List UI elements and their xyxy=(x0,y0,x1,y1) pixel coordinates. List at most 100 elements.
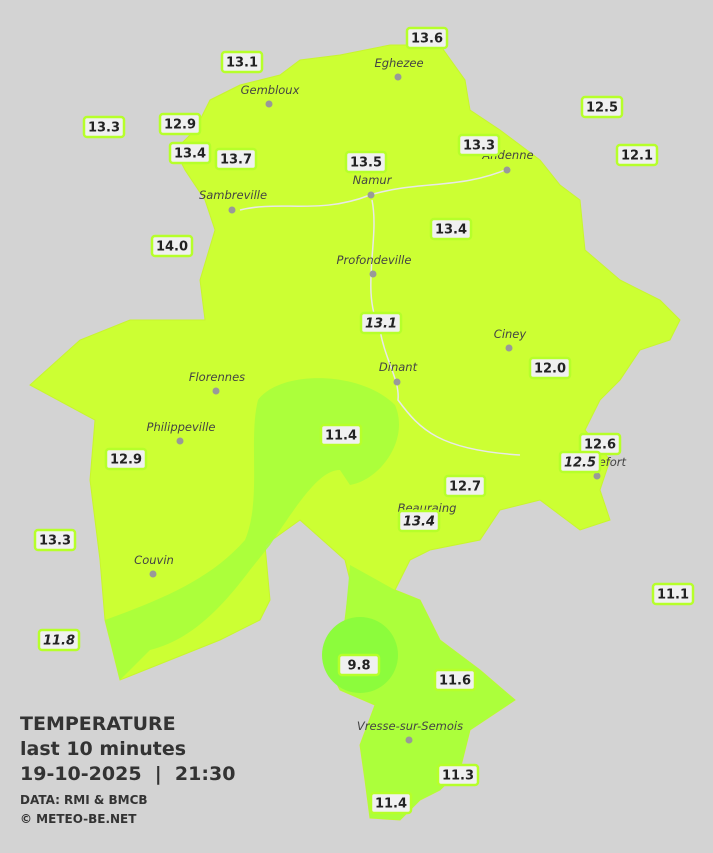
city-label: Eghezee xyxy=(374,56,423,70)
station-badge: 11.4 xyxy=(369,791,413,815)
city-dot xyxy=(394,73,402,81)
badge-box xyxy=(433,668,477,692)
legend-title: TEMPERATURE xyxy=(20,713,176,735)
city-dot xyxy=(393,378,401,386)
badge-box xyxy=(369,791,413,815)
city-label: Philippeville xyxy=(147,420,216,434)
station-reading: 13.3 xyxy=(88,121,120,136)
station-badge: 12.6 xyxy=(578,432,622,456)
city-label: Sambreville xyxy=(199,188,267,202)
badge-box xyxy=(457,133,501,157)
city-label: Ciney xyxy=(494,327,527,341)
station-badge: 11.8 xyxy=(37,628,81,652)
city-dot xyxy=(405,736,413,744)
badge-box xyxy=(158,112,202,136)
station-badge: 12.0 xyxy=(528,356,572,380)
station-reading: 11.3 xyxy=(442,769,474,784)
badge-box xyxy=(405,26,449,50)
station-badge: 13.3 xyxy=(82,115,126,139)
station-reading: 11.1 xyxy=(657,588,689,603)
zone-cool xyxy=(105,378,515,820)
badge-box xyxy=(397,509,441,533)
station-reading: 13.7 xyxy=(220,153,252,168)
station-reading: 12.5 xyxy=(586,101,618,116)
station-badge: 12.9 xyxy=(158,112,202,136)
station-badge: 13.7 xyxy=(214,147,258,171)
badge-box xyxy=(220,50,264,74)
city-label: Dinant xyxy=(379,360,418,374)
station-reading: 13.5 xyxy=(350,156,382,171)
badge-box xyxy=(344,150,388,174)
station-badge: 12.9 xyxy=(104,447,148,471)
station-badge: 9.8 xyxy=(337,653,381,677)
station-badge: 13.6 xyxy=(405,26,449,50)
city-label: Profondeville xyxy=(337,253,412,267)
station-badge: 13.4 xyxy=(397,509,441,533)
city-dot xyxy=(593,472,601,480)
station-reading: 13.3 xyxy=(463,139,495,154)
legend-subtitle: last 10 minutes xyxy=(20,738,186,760)
station-badge: 11.3 xyxy=(436,763,480,787)
badge-box xyxy=(168,141,212,165)
station-reading: 13.4 xyxy=(403,515,435,530)
station-reading: 11.6 xyxy=(439,674,471,689)
station-reading: 13.3 xyxy=(39,534,71,549)
city-dot xyxy=(369,270,377,278)
badge-box xyxy=(436,763,480,787)
station-reading: 13.1 xyxy=(365,317,397,332)
legend-copyright: © METEO-BE.NET xyxy=(20,812,137,826)
city-dot xyxy=(176,437,184,445)
station-reading: 12.7 xyxy=(449,480,481,495)
station-reading: 13.4 xyxy=(174,147,206,162)
station-reading: 14.0 xyxy=(156,240,188,255)
city-dot xyxy=(503,166,511,174)
station-reading: 11.4 xyxy=(375,797,407,812)
station-reading: 11.4 xyxy=(325,429,357,444)
city-label: Gembloux xyxy=(241,83,300,97)
legend-source: DATA: RMI & BMCB xyxy=(20,793,148,807)
city-dot xyxy=(212,387,220,395)
city-label: Vresse-sur-Semois xyxy=(357,719,463,733)
station-badge: 12.7 xyxy=(443,474,487,498)
badge-box xyxy=(337,653,381,677)
station-badge: 13.4 xyxy=(429,217,473,241)
station-badge: 12.1 xyxy=(615,143,659,167)
station-reading: 12.9 xyxy=(164,118,196,133)
station-reading: 12.0 xyxy=(534,362,566,377)
badge-box xyxy=(443,474,487,498)
station-reading: 12.6 xyxy=(584,438,616,453)
station-badge: 11.6 xyxy=(433,668,477,692)
station-badge: 13.5 xyxy=(344,150,388,174)
station-badge: 11.1 xyxy=(651,582,695,606)
station-badge: 11.4 xyxy=(319,423,363,447)
badge-box xyxy=(150,234,194,258)
badge-box xyxy=(37,628,81,652)
station-reading: 13.4 xyxy=(435,223,467,238)
station-reading: 9.8 xyxy=(347,659,370,674)
badge-box xyxy=(429,217,473,241)
city-dot xyxy=(265,100,273,108)
station-reading: 13.6 xyxy=(411,32,443,47)
badge-box xyxy=(319,423,363,447)
station-reading: 12.1 xyxy=(621,149,653,164)
station-badge: 13.1 xyxy=(220,50,264,74)
station-badge: 12.5 xyxy=(558,450,602,474)
city-dot xyxy=(149,570,157,578)
legend-datetime: 19-10-2025 | 21:30 xyxy=(20,763,235,785)
station-badge: 13.1 xyxy=(359,311,403,335)
badge-box xyxy=(580,95,624,119)
city-label: Namur xyxy=(353,173,393,187)
station-badge: 13.4 xyxy=(168,141,212,165)
badge-box xyxy=(651,582,695,606)
badge-box xyxy=(528,356,572,380)
city-label: Couvin xyxy=(134,553,174,567)
badge-box xyxy=(104,447,148,471)
badge-box xyxy=(558,450,602,474)
badge-box xyxy=(82,115,126,139)
station-reading: 13.1 xyxy=(226,56,258,71)
station-badge: 13.3 xyxy=(33,528,77,552)
city-dot xyxy=(367,191,375,199)
badge-box xyxy=(33,528,77,552)
city-dot xyxy=(505,344,513,352)
